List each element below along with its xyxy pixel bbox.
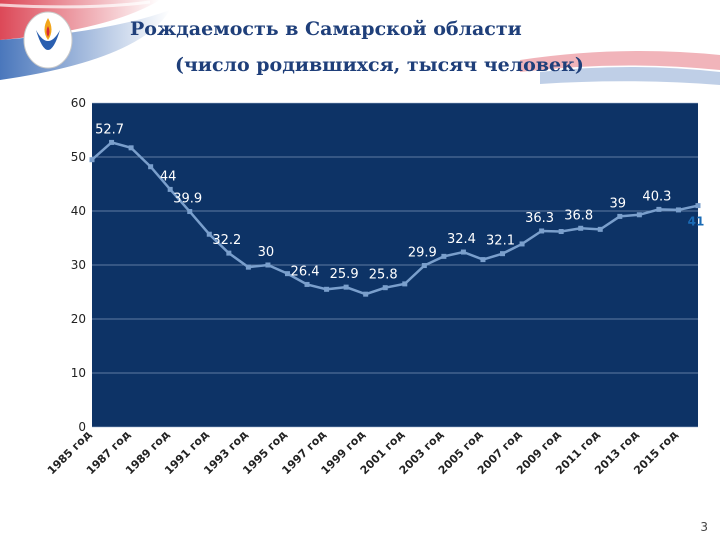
data-label: 32.2 [212,233,241,248]
data-label: 30 [258,245,275,260]
data-label: 41 [688,215,705,229]
y-tick-label: 60 [71,96,86,110]
data-point [421,263,427,269]
data-label: 32.4 [447,232,476,247]
data-label: 44 [160,169,177,184]
data-point [324,286,330,292]
data-label: 32.1 [486,234,515,249]
page-title: Рождаемость в Самарской области [130,18,522,40]
data-point [89,157,95,163]
data-point [656,206,662,212]
data-point [500,251,506,257]
data-label: 25.8 [369,268,398,283]
data-point [558,229,564,235]
data-point [226,250,232,256]
data-point [343,284,349,290]
data-point [206,231,212,237]
data-label: 25.9 [330,267,359,282]
y-tick-label: 10 [71,366,86,380]
data-point [148,164,154,170]
data-point [617,213,623,219]
data-point [265,262,271,268]
y-tick-label: 30 [71,258,86,272]
data-label: 26.4 [291,264,320,279]
page-number: 3 [700,520,708,534]
data-label: 52.7 [95,122,124,137]
data-point [578,225,584,231]
data-point [519,241,525,247]
data-point [460,249,466,255]
data-label: 36.3 [525,211,554,226]
y-tick-label: 40 [71,204,86,218]
data-label: 40.3 [642,189,671,204]
data-point [382,285,388,291]
data-point [402,281,408,287]
data-point [675,207,681,213]
data-point [539,228,545,234]
data-point [167,186,173,192]
data-point [245,264,251,270]
data-point [695,203,701,209]
data-label: 39.9 [173,192,202,207]
data-point [363,291,369,297]
data-point [441,253,447,259]
y-tick-label: 0 [78,420,86,434]
data-point [636,212,642,218]
data-label: 36.8 [564,208,593,223]
data-point [284,271,290,277]
data-point [128,145,134,151]
data-point [480,257,486,263]
y-tick-label: 50 [71,150,86,164]
data-point [304,281,310,287]
y-tick-label: 20 [71,312,86,326]
emblem-icon [23,11,73,69]
data-point [109,139,115,145]
series-line [91,141,699,296]
data-point [187,209,193,215]
data-label: 39 [610,196,627,211]
page-subtitle: (число родившихся, тысяч человек) [175,54,584,76]
data-point [597,226,603,232]
data-label: 29.9 [408,246,437,261]
